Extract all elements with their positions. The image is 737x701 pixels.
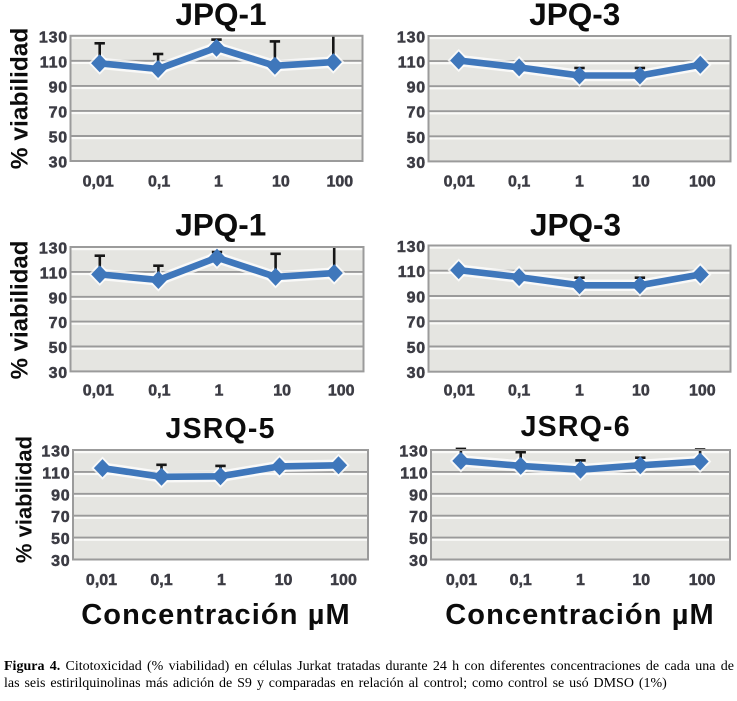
svg-text:JPQ-3: JPQ-3	[529, 0, 620, 32]
svg-text:90: 90	[49, 290, 68, 307]
svg-text:0,01: 0,01	[83, 382, 114, 399]
svg-text:130: 130	[39, 29, 68, 46]
svg-text:130: 130	[39, 241, 68, 258]
svg-text:10: 10	[632, 382, 650, 399]
svg-text:10: 10	[632, 173, 650, 190]
svg-text:100: 100	[330, 572, 357, 589]
svg-text:0,1: 0,1	[148, 173, 170, 190]
svg-text:30: 30	[407, 155, 426, 172]
svg-text:130: 130	[399, 444, 428, 461]
svg-text:JPQ-3: JPQ-3	[530, 207, 621, 243]
svg-text:70: 70	[51, 509, 70, 526]
svg-text:JSRQ-5: JSRQ-5	[166, 413, 276, 445]
svg-text:0,1: 0,1	[508, 173, 530, 190]
svg-text:% viabilidad: % viabilidad	[12, 436, 37, 563]
svg-text:50: 50	[51, 531, 70, 548]
svg-text:70: 70	[409, 509, 428, 526]
svg-text:50: 50	[407, 130, 426, 147]
svg-text:70: 70	[407, 315, 426, 332]
svg-text:130: 130	[397, 239, 426, 256]
svg-text:90: 90	[407, 80, 426, 97]
svg-text:70: 70	[49, 315, 68, 332]
svg-text:1: 1	[575, 382, 584, 399]
svg-text:0,01: 0,01	[83, 173, 114, 190]
svg-text:50: 50	[409, 531, 428, 548]
svg-text:110: 110	[40, 54, 68, 71]
svg-text:1: 1	[217, 572, 226, 589]
svg-text:130: 130	[397, 30, 426, 47]
svg-text:1: 1	[575, 173, 584, 190]
svg-text:1: 1	[215, 382, 224, 399]
svg-text:0,1: 0,1	[510, 572, 532, 589]
svg-text:110: 110	[398, 55, 426, 72]
svg-text:0,01: 0,01	[444, 173, 475, 190]
svg-text:100: 100	[689, 572, 716, 589]
svg-text:70: 70	[49, 104, 68, 121]
svg-text:90: 90	[51, 487, 70, 504]
svg-text:0,01: 0,01	[446, 572, 477, 589]
svg-text:130: 130	[41, 444, 70, 461]
svg-text:100: 100	[689, 382, 716, 399]
svg-text:30: 30	[51, 553, 70, 570]
svg-text:0,01: 0,01	[444, 382, 475, 399]
svg-text:10: 10	[632, 572, 650, 589]
svg-text:30: 30	[407, 365, 426, 382]
svg-text:10: 10	[272, 173, 290, 190]
svg-text:70: 70	[407, 105, 426, 122]
svg-text:10: 10	[275, 572, 293, 589]
svg-text:% viabilidad: % viabilidad	[7, 28, 34, 170]
svg-text:100: 100	[328, 382, 355, 399]
svg-text:10: 10	[273, 382, 291, 399]
svg-text:JPQ-1: JPQ-1	[175, 207, 266, 243]
svg-text:1: 1	[214, 173, 223, 190]
svg-text:0,1: 0,1	[148, 382, 170, 399]
svg-text:30: 30	[409, 553, 428, 570]
svg-text:110: 110	[40, 265, 68, 282]
svg-text:JPQ-1: JPQ-1	[175, 0, 266, 32]
svg-text:30: 30	[49, 365, 68, 382]
svg-text:110: 110	[398, 264, 426, 281]
svg-text:% viabilidad: % viabilidad	[7, 241, 34, 380]
svg-text:Concentración µM: Concentración µM	[445, 599, 715, 631]
svg-text:90: 90	[407, 290, 426, 307]
svg-text:JSRQ-6: JSRQ-6	[521, 411, 631, 443]
svg-text:110: 110	[400, 465, 428, 482]
svg-text:100: 100	[689, 173, 716, 190]
svg-text:0,1: 0,1	[508, 382, 530, 399]
svg-text:1: 1	[576, 572, 585, 589]
svg-text:50: 50	[407, 340, 426, 357]
svg-text:50: 50	[49, 340, 68, 357]
svg-text:50: 50	[49, 130, 68, 147]
svg-text:100: 100	[326, 173, 353, 190]
svg-text:30: 30	[49, 155, 68, 172]
svg-text:110: 110	[42, 465, 70, 482]
svg-text:0,01: 0,01	[86, 572, 117, 589]
svg-text:90: 90	[49, 79, 68, 96]
svg-text:0,1: 0,1	[150, 572, 172, 589]
svg-text:Concentración µM: Concentración µM	[81, 599, 351, 631]
svg-text:90: 90	[409, 487, 428, 504]
